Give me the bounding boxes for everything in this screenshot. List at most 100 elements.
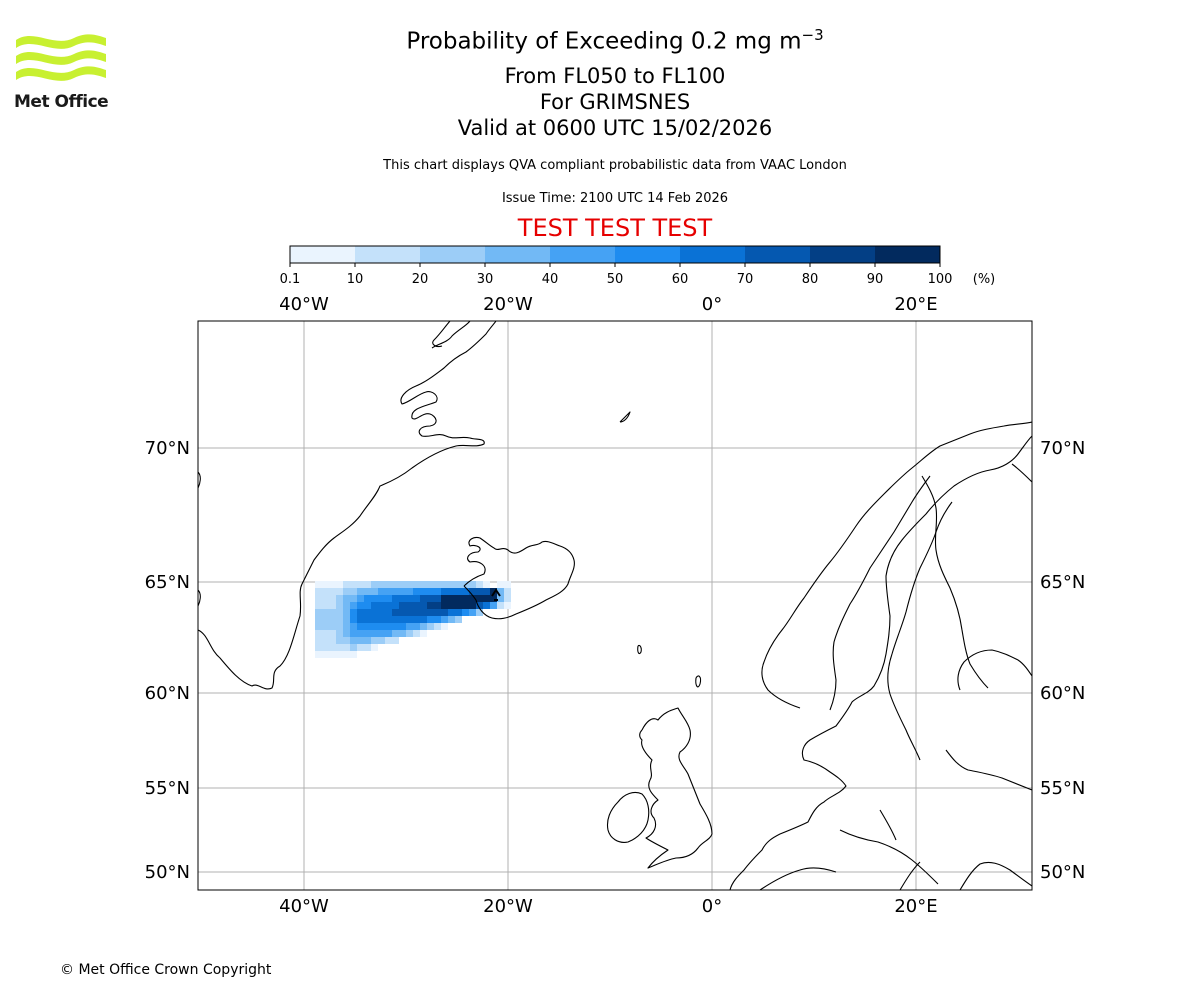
valid-time: Valid at 0600 UTC 15/02/2026 [457, 116, 773, 140]
plume-cell [322, 602, 329, 609]
plume-cell [336, 651, 343, 658]
plume-cell [315, 644, 322, 651]
plume-cell [371, 637, 378, 644]
plume-cell [350, 651, 357, 658]
plume-cell [350, 581, 357, 588]
plume-cell [441, 588, 448, 595]
plume-cell [371, 595, 378, 602]
plume-cell [343, 630, 350, 637]
baltic-coast [887, 501, 1032, 791]
plume-cell [490, 588, 497, 595]
plume-cell [371, 630, 378, 637]
plume-cell [448, 581, 455, 588]
plume-cell [336, 644, 343, 651]
map-frame [197, 320, 1033, 891]
plume-cell [350, 602, 357, 609]
plume-cell [441, 581, 448, 588]
plume-cell [343, 637, 350, 644]
plume-cell [364, 644, 371, 651]
plume-cell [413, 616, 420, 623]
plume-cell [399, 595, 406, 602]
title-exponent: −3 [801, 26, 824, 44]
plume-cell [483, 595, 490, 602]
plume-cell [371, 616, 378, 623]
plume-cell [350, 616, 357, 623]
plume-cell [455, 595, 462, 602]
plume-cell [322, 609, 329, 616]
plume-cell [434, 588, 441, 595]
location-name: For GRIMSNES [539, 90, 691, 114]
plume-cell [385, 630, 392, 637]
faroe-coast [637, 644, 642, 655]
plume-cell [427, 623, 434, 630]
plume-cell [406, 630, 413, 637]
plume-cell [364, 602, 371, 609]
plume-cell [315, 609, 322, 616]
plume-cell [336, 609, 343, 616]
colorbar-tick-label: 90 [867, 272, 884, 287]
colorbar-cell [875, 246, 940, 263]
plume-cell [343, 644, 350, 651]
plume-cell [343, 581, 350, 588]
plume-cell [497, 602, 504, 609]
lat-label-left-55n: 55°N [145, 778, 190, 799]
plume-cell [420, 595, 427, 602]
shetland-coast [695, 675, 702, 688]
data-source-note: This chart displays QVA compliant probab… [383, 158, 847, 173]
plume-cell [483, 602, 490, 609]
plume-cell [350, 637, 357, 644]
plume-cell [427, 616, 434, 623]
plume-cell [406, 616, 413, 623]
plume-cell [476, 602, 483, 609]
plume-cell [357, 616, 364, 623]
plume-cell [392, 616, 399, 623]
plume-cell [490, 602, 497, 609]
plume-cell [350, 588, 357, 595]
central-europe-borders [759, 809, 1032, 890]
plume-cell [420, 609, 427, 616]
norway-sweden-border [829, 475, 931, 711]
plume-cell [434, 602, 441, 609]
plume-cell [392, 609, 399, 616]
plume-cell [315, 651, 322, 658]
map: 40°W 20°W 0° 20°E 40°W 20°W 0° 20°E 70°N… [145, 294, 1086, 917]
plume-cell [357, 623, 364, 630]
colorbar-tick-label: 40 [542, 272, 559, 287]
colorbar-tick-label: 30 [477, 272, 494, 287]
ash-plume [315, 581, 511, 658]
plume-cell [392, 602, 399, 609]
plume-cell [497, 595, 504, 602]
plume-cell [427, 581, 434, 588]
colorbar-tick-label: 60 [672, 272, 689, 287]
plume-cell [483, 581, 490, 588]
ireland-coast [606, 791, 650, 843]
plume-cell [469, 609, 476, 616]
plume-cell [336, 637, 343, 644]
lat-label-right-50n: 50°N [1040, 862, 1085, 883]
copyright: © Met Office Crown Copyright [60, 962, 272, 978]
plume-cell [322, 651, 329, 658]
plume-cell [336, 602, 343, 609]
lon-label-bottom-40w: 40°W [279, 896, 329, 917]
plume-cell [329, 602, 336, 609]
plume-cell [455, 588, 462, 595]
plume-cell [336, 581, 343, 588]
plume-cell [504, 581, 511, 588]
lon-label-top-20w: 20°W [483, 294, 533, 315]
plume-cell [378, 595, 385, 602]
lon-label-bottom-20e: 20°E [894, 896, 937, 917]
plume-cell [378, 602, 385, 609]
plume-cell [427, 609, 434, 616]
lat-label-right-60n: 60°N [1040, 683, 1085, 704]
plume-cell [469, 595, 476, 602]
plume-cell [476, 588, 483, 595]
plume-cell [469, 602, 476, 609]
plume-cell [357, 602, 364, 609]
plume-cell [315, 602, 322, 609]
lat-label-left-70n: 70°N [145, 438, 190, 459]
lat-label-left-65n: 65°N [145, 572, 190, 593]
plume-cell [336, 630, 343, 637]
plume-cell [350, 623, 357, 630]
plume-cell [406, 623, 413, 630]
plume-cell [315, 595, 322, 602]
